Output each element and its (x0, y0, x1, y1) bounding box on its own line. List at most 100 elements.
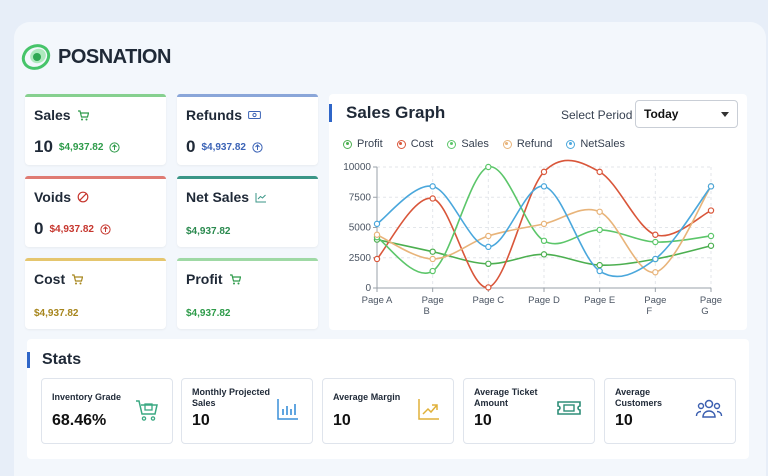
data-point-netsales (652, 255, 659, 263)
stat-value: 10 (333, 412, 351, 429)
legend-item-netsales[interactable]: NetSales (566, 138, 625, 150)
stat-inventory-grade[interactable]: Inventory Grade 68.46% (41, 378, 173, 444)
stat-monthly-projected-sales[interactable]: Monthly Projected Sales 10 (181, 378, 313, 444)
profit-card[interactable]: Profit $4,937.82 (177, 258, 318, 329)
data-point-cost (373, 255, 381, 263)
data-point-refund (485, 232, 492, 240)
cost-card[interactable]: Cost $4,937.82 (25, 258, 166, 329)
cart-icon (77, 110, 89, 121)
stat-value: 68.46% (52, 412, 107, 429)
bar-chart-icon (277, 399, 298, 420)
data-point-cost (540, 168, 548, 176)
arrow-up-circle-icon (109, 141, 121, 153)
stat-label: Average Ticket Amount (474, 387, 538, 408)
x-tick-label: F (646, 306, 652, 317)
arrow-up-circle-icon (252, 141, 263, 153)
stat-average-margin[interactable]: Average Margin 10 (322, 378, 454, 444)
card-accent-bar (177, 176, 318, 179)
data-point-refund (652, 269, 659, 276)
data-point-netsales (485, 243, 492, 251)
card-amount: $4,937.82 (186, 308, 231, 319)
data-point-netsales (373, 220, 381, 228)
data-point-netsales (429, 183, 436, 190)
data-point-cost (429, 195, 436, 202)
data-point-refund (540, 220, 548, 228)
data-point-cost (596, 168, 603, 176)
card-accent-bar (177, 94, 318, 97)
data-point-cost (485, 284, 492, 291)
voids-card[interactable]: Voids 0 $4,937.82 (25, 176, 166, 247)
data-point-refund (429, 255, 436, 263)
stat-average-ticket-amount[interactable]: Average Ticket Amount 10 (463, 378, 595, 444)
data-point-sales (652, 238, 659, 246)
data-point-cost (707, 207, 715, 214)
stat-label: Average Margin (333, 392, 401, 402)
card-amount: $4,937.82 (58, 141, 104, 153)
legend-marker (396, 139, 406, 149)
logo-icon (21, 44, 51, 70)
card-title: Sales (34, 107, 71, 123)
data-point-profit (429, 248, 436, 255)
legend-item-profit[interactable]: Profit (343, 138, 383, 150)
data-point-profit (540, 251, 548, 258)
data-point-sales (596, 226, 603, 234)
data-point-profit (596, 261, 603, 269)
inventory-cart-icon (136, 400, 158, 421)
y-tick-label: 7500 (349, 192, 372, 203)
data-point-cost (652, 231, 659, 238)
x-tick-label: Page (700, 295, 722, 306)
refunds-card[interactable]: Refunds 0 $4,937.82 (177, 94, 318, 165)
legend-marker (447, 139, 457, 149)
card-count: 0 (186, 137, 196, 156)
card-accent-bar (177, 258, 318, 261)
x-tick-label: Page E (584, 295, 615, 306)
data-point-netsales (596, 267, 603, 275)
x-tick-label: Page A (362, 295, 393, 306)
cash-icon (248, 111, 261, 119)
arrow-up-circle-icon (100, 223, 111, 235)
chevron-down-icon (721, 112, 729, 117)
stats-panel: Stats Inventory Grade 68.46% Monthly Pro… (27, 339, 749, 459)
card-amount: $4,937.82 (34, 308, 79, 319)
brand-name: POSNATION (58, 45, 171, 68)
stats-title: Stats (27, 352, 81, 368)
y-tick-label: 0 (365, 283, 371, 294)
legend-marker (343, 139, 352, 149)
sales-card[interactable]: Sales 10 $4,937.82 (25, 94, 166, 165)
legend-item-refund[interactable]: Refund (502, 138, 552, 150)
period-label: Select Period (561, 108, 633, 122)
data-point-sales (429, 267, 436, 275)
chart-legend: Profit Cost Sales Refund NetSales (343, 138, 625, 150)
stat-average-customers[interactable]: Average Customers 10 (604, 378, 736, 444)
card-title: Voids (34, 189, 72, 205)
stat-label: Inventory Grade (52, 392, 122, 402)
x-tick-label: B (423, 306, 429, 317)
y-tick-label: 2500 (349, 253, 372, 264)
cart-icon (72, 274, 84, 285)
data-point-refund (596, 208, 603, 215)
card-count: 10 (34, 137, 53, 156)
card-title: Net Sales (186, 189, 250, 205)
x-tick-label: Page (644, 295, 666, 306)
legend-label: Profit (357, 138, 383, 150)
data-point-profit (485, 260, 492, 267)
legend-label: NetSales (580, 138, 625, 150)
legend-item-cost[interactable]: Cost (396, 138, 433, 150)
trend-icon (255, 192, 267, 202)
stat-label: Average Customers (615, 387, 663, 408)
card-title: Profit (186, 271, 223, 287)
period-select[interactable]: Today (635, 100, 738, 128)
net-sales-card[interactable]: Net Sales $4,937.82 (177, 176, 318, 247)
data-point-profit (707, 242, 715, 249)
ban-icon (77, 191, 89, 203)
card-accent-bar (25, 94, 166, 97)
card-accent-bar (25, 258, 166, 261)
users-icon (695, 399, 723, 418)
brand-logo[interactable]: POSNATION (20, 40, 171, 74)
x-tick-label: G (701, 306, 708, 317)
trend-up-icon (418, 399, 439, 420)
legend-label: Sales (461, 138, 489, 150)
legend-item-sales[interactable]: Sales (447, 138, 489, 150)
legend-marker (502, 139, 512, 149)
